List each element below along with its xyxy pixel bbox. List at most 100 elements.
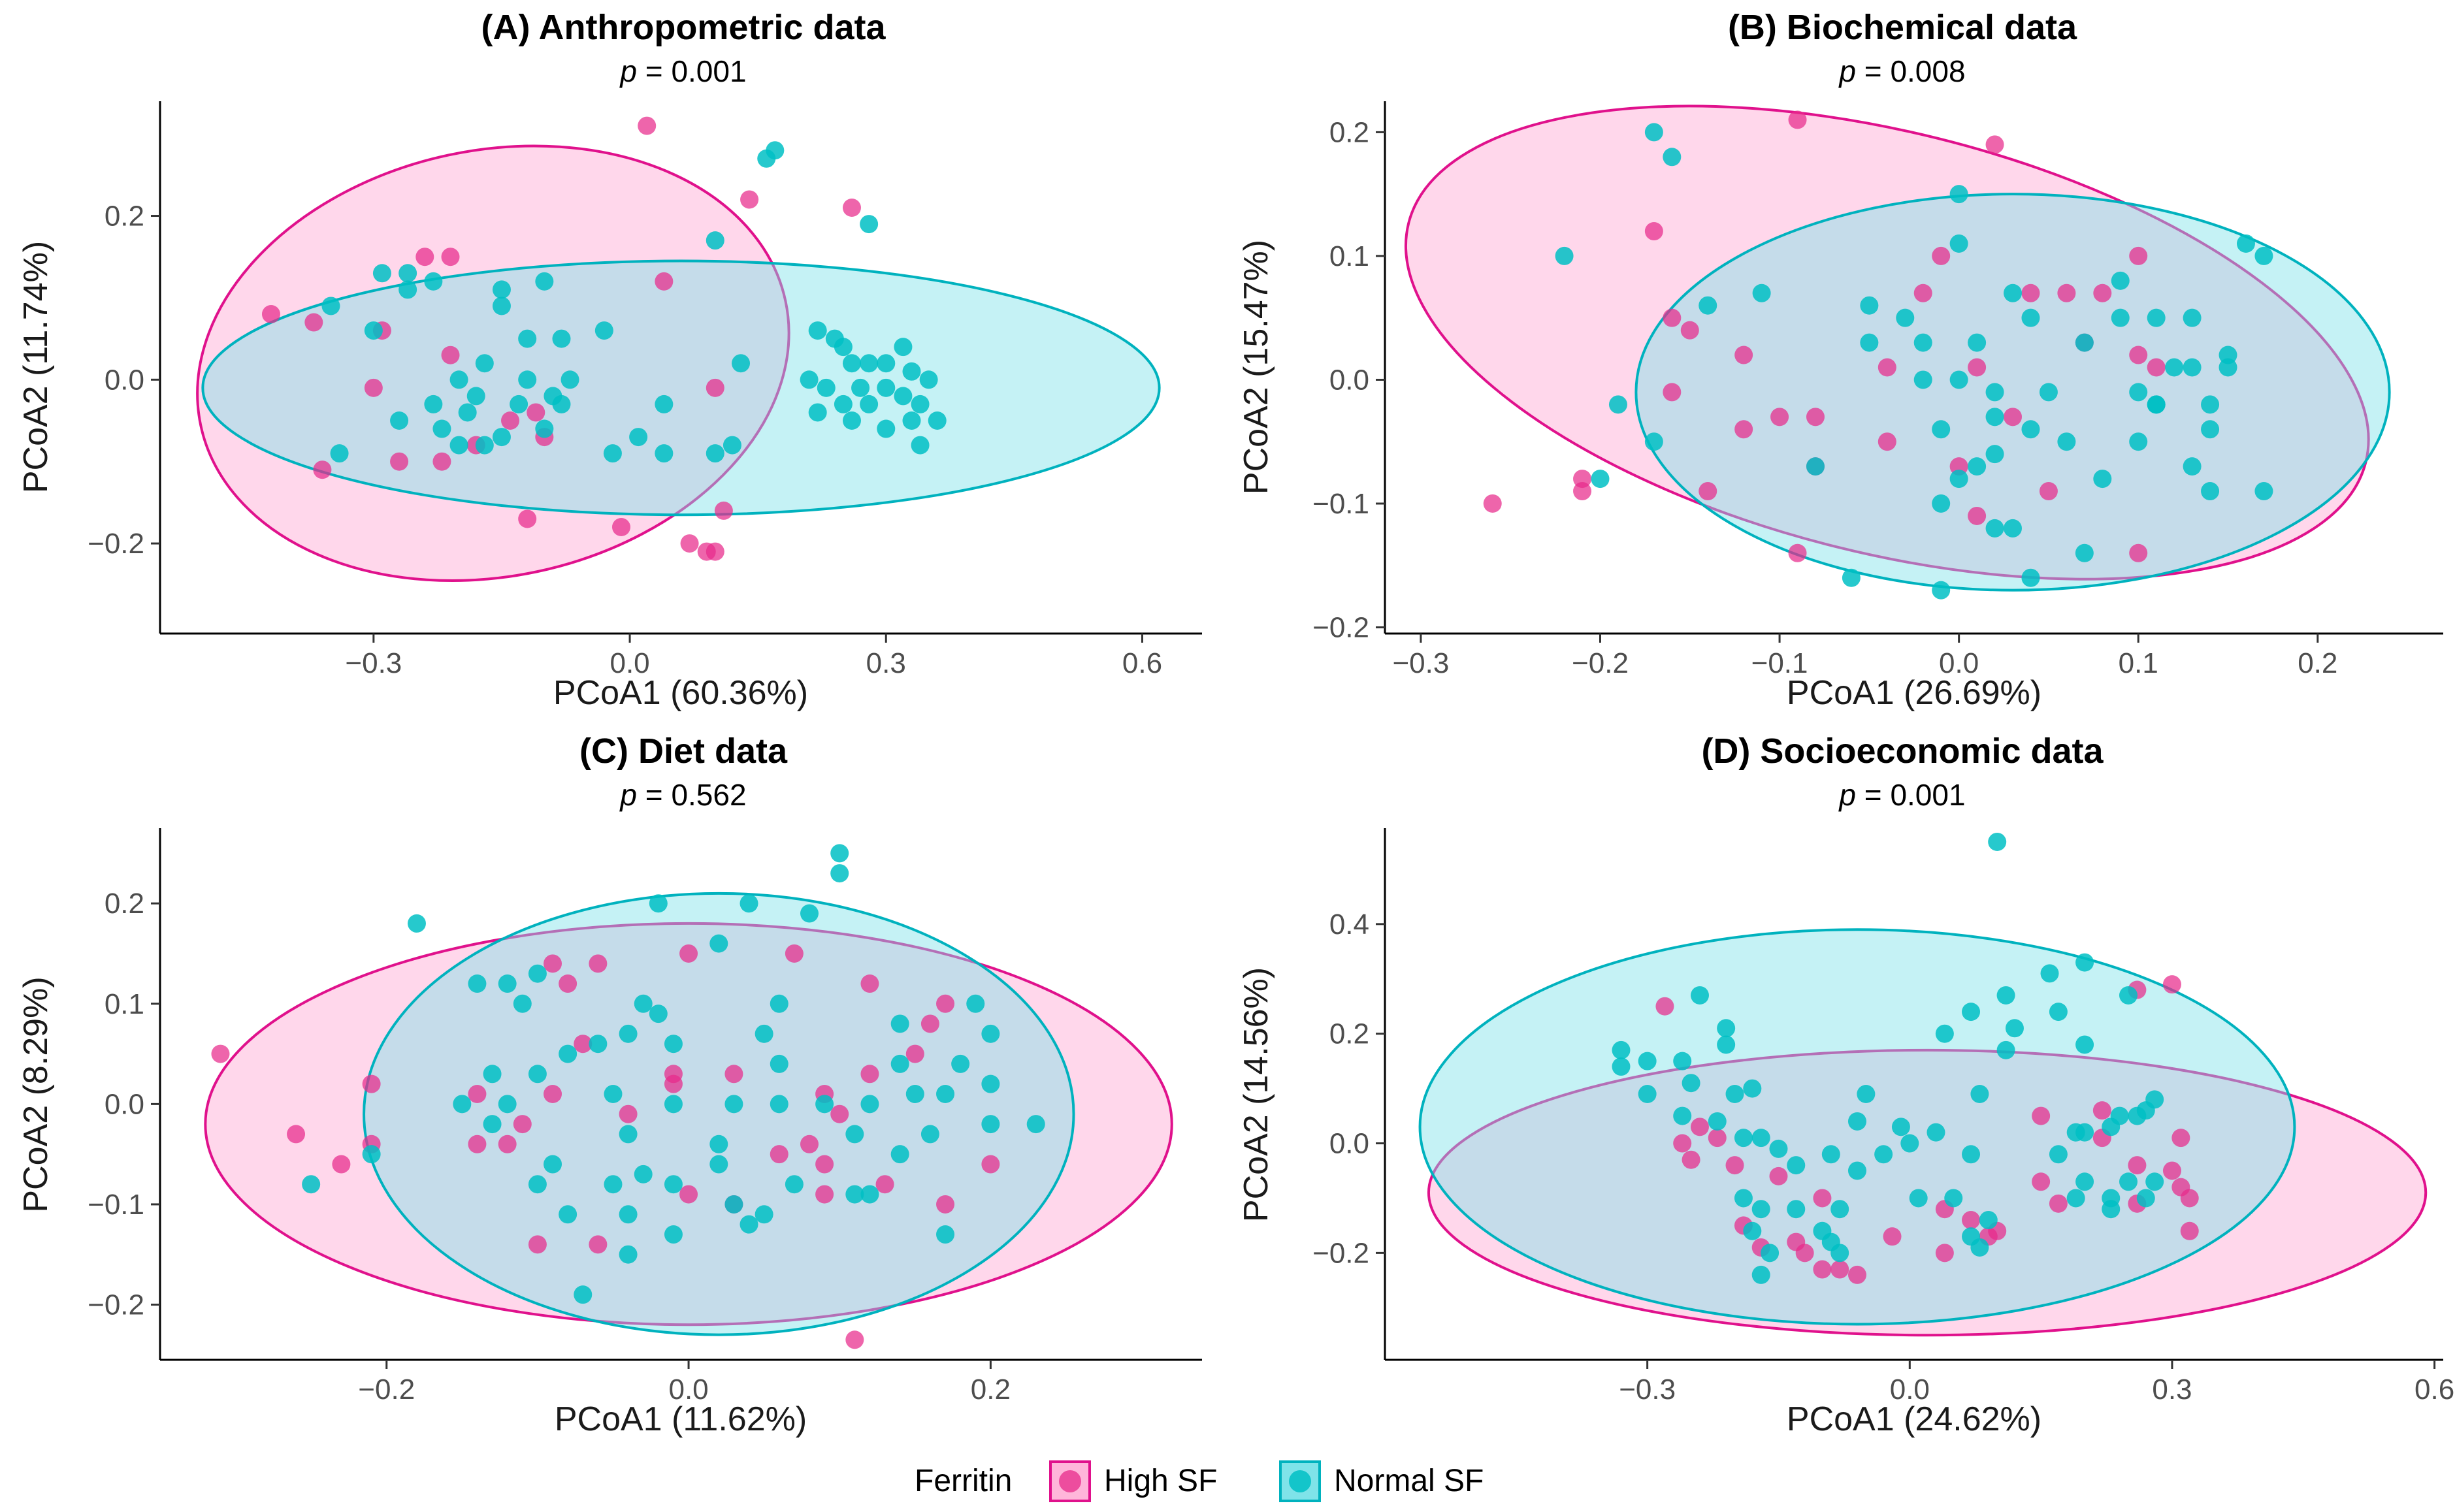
panel-a-point-high-sf xyxy=(638,116,657,135)
panel-d-ytick-label: 0.0 xyxy=(1329,1128,1369,1160)
panel-c-ylabel: PCoA2 (8.29%) xyxy=(17,976,55,1212)
panel-c-point-high-sf xyxy=(875,1175,894,1194)
panel-a-point-normal-sf xyxy=(723,436,741,455)
panel-c-point-normal-sf xyxy=(981,1115,1000,1134)
panel-b-p-value: = 0.008 xyxy=(1856,54,1966,88)
panel-b: (B) Biochemical data p = 0.008 −0.3 −0.2−… xyxy=(1237,8,2443,712)
panel-b-point-normal-sf xyxy=(2236,234,2255,253)
panel-c-point-normal-sf xyxy=(966,994,985,1013)
panel-c-point-normal-sf xyxy=(981,1074,1000,1093)
legend-label-high-sf: High SF xyxy=(1104,1464,1217,1498)
panel-d-point-high-sf xyxy=(1830,1260,1849,1279)
panel-d-point-high-sf xyxy=(2128,1156,2147,1175)
panel-d-title: (D) Socioeconomic data xyxy=(1701,732,2104,771)
panel-a-point-normal-sf xyxy=(928,411,947,430)
panel-d-point-high-sf xyxy=(2162,975,2181,994)
panel-b-point-normal-sf xyxy=(2111,308,2130,327)
legend: Ferritin High SF Normal SF xyxy=(915,1460,1484,1502)
legend-dot-normal-sf xyxy=(1289,1470,1311,1492)
panel-a-point-normal-sf xyxy=(466,387,485,406)
panel-d-point-normal-sf xyxy=(2136,1189,2155,1208)
panel-a-point-high-sf xyxy=(441,248,460,266)
panel-a-point-high-sf xyxy=(432,452,451,471)
panel-c-p-value: = 0.562 xyxy=(637,778,747,812)
panel-b-point-high-sf xyxy=(1968,358,1987,377)
panel-c-point-high-sf xyxy=(544,1085,562,1103)
panel-b-point-high-sf xyxy=(2147,358,2166,377)
panel-a-title: (A) Anthropometric data xyxy=(481,8,886,47)
panel-b-xtick-label: −0.2 xyxy=(1572,647,1629,679)
panel-a-point-normal-sf xyxy=(629,428,648,447)
panel-d-point-high-sf xyxy=(2092,1101,2111,1120)
panel-a-point-normal-sf xyxy=(834,394,853,413)
panel-c-point-high-sf xyxy=(860,1065,879,1084)
panel-c-ytick-label: −0.1 xyxy=(88,1189,144,1221)
panel-b-ytick-label: 0.2 xyxy=(1329,116,1369,148)
panel-d-point-normal-sf xyxy=(1734,1129,1753,1148)
panel-d-point-high-sf xyxy=(1690,1118,1709,1136)
panel-a-point-normal-sf xyxy=(364,321,383,340)
panel-c-point-normal-sf xyxy=(528,1175,547,1194)
panel-b-point-normal-sf xyxy=(2021,420,2040,439)
panel-d-point-normal-sf xyxy=(1638,1085,1657,1103)
panel-c-point-normal-sf xyxy=(755,1205,773,1224)
panel-c-xtick-label: 0.2 xyxy=(971,1374,1011,1406)
panel-a-point-normal-sf xyxy=(911,436,930,455)
panel-d-point-high-sf xyxy=(2032,1172,2051,1191)
panel-a-point-high-sf xyxy=(261,305,280,323)
panel-b-point-normal-sf xyxy=(2201,395,2220,414)
panel-d-point-high-sf xyxy=(2032,1106,2051,1125)
panel-d-pvalue: p = 0.001 xyxy=(1838,778,1965,812)
panel-d-point-normal-sf xyxy=(1874,1145,1893,1164)
panel-c-point-normal-sf xyxy=(905,1085,924,1103)
panel-c-point-high-sf xyxy=(589,954,608,973)
panel-a-xtick-label: 0.6 xyxy=(1122,647,1162,679)
panel-d-point-normal-sf xyxy=(1682,1074,1700,1093)
panel-d-point-normal-sf xyxy=(2005,1019,2024,1038)
panel-b-point-normal-sf xyxy=(2111,271,2130,290)
panel-c-point-normal-sf xyxy=(574,1285,593,1304)
panel-d-point-normal-sf xyxy=(1725,1085,1744,1103)
panel-a-point-high-sf xyxy=(518,509,537,528)
panel-a-p-symbol: p xyxy=(619,54,637,88)
panel-a-point-normal-sf xyxy=(706,444,724,463)
panel-a-point-normal-sf xyxy=(475,436,494,455)
panel-a-point-normal-sf xyxy=(518,329,537,348)
panel-c-point-high-sf xyxy=(498,1134,517,1153)
panel-d-ytick-label: 0.2 xyxy=(1329,1018,1369,1050)
panel-c-point-normal-sf xyxy=(544,1155,562,1174)
panel-c-point-normal-sf xyxy=(860,1185,879,1204)
panel-c-point-normal-sf xyxy=(709,934,728,953)
panel-c-point-high-sf xyxy=(815,1185,834,1204)
panel-d-point-normal-sf xyxy=(1673,1106,1692,1125)
panel-b-xtick-label: −0.3 xyxy=(1392,647,1449,679)
panel-a-point-normal-sf xyxy=(834,338,853,357)
panel-a-point-high-sf xyxy=(441,346,460,364)
panel-b-point-normal-sf xyxy=(1932,494,1951,513)
panel-a-xlabel: PCoA1 (60.36%) xyxy=(553,674,808,712)
panel-d-point-high-sf xyxy=(1682,1150,1700,1169)
panel-a-point-normal-sf xyxy=(851,378,870,397)
panel-a-point-normal-sf xyxy=(535,272,554,291)
panel-c-point-normal-sf xyxy=(634,1165,653,1183)
panel-a-point-high-sf xyxy=(527,403,545,422)
panel-d-point-normal-sf xyxy=(1891,1118,1910,1136)
panel-c-point-high-sf xyxy=(544,954,562,973)
panel-d-point-normal-sf xyxy=(2075,953,2094,972)
panel-c-point-normal-sf xyxy=(724,1195,743,1214)
panel-a-point-normal-sf xyxy=(860,215,879,234)
panel-c-point-high-sf xyxy=(785,944,804,963)
panel-a-point-normal-sf xyxy=(800,370,819,389)
panel-b-point-high-sf xyxy=(2039,482,2058,501)
panel-a-point-high-sf xyxy=(706,378,724,397)
panel-a-point-normal-sf xyxy=(449,370,468,389)
panel-b-point-high-sf xyxy=(1788,543,1807,562)
panel-a-point-normal-sf xyxy=(594,321,613,340)
panel-d-point-normal-sf xyxy=(1970,1085,1989,1103)
panel-d-p-symbol: p xyxy=(1838,778,1856,812)
panel-b-point-high-sf xyxy=(1734,420,1753,439)
panel-a-point-normal-sf xyxy=(492,297,511,315)
panel-c-point-normal-sf xyxy=(936,1225,955,1244)
panel-c-point-normal-sf xyxy=(770,994,789,1013)
panel-b-point-normal-sf xyxy=(2254,246,2273,265)
